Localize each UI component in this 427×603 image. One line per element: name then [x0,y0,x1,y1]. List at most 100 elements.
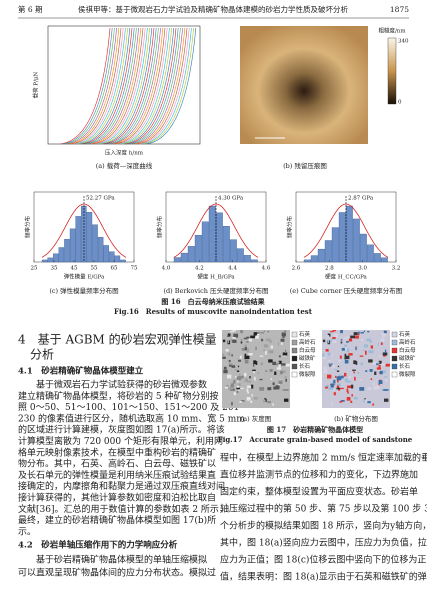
grain [240,375,244,379]
grain [231,365,236,368]
grain [278,360,282,364]
grain [244,372,247,377]
legend-swatch [291,339,298,346]
grain [233,333,239,338]
grain [372,361,377,366]
legend-label: 石英 [399,330,411,338]
grain [282,336,285,338]
grain [347,380,352,383]
grain [328,339,330,344]
grain [284,376,287,378]
grain [384,349,387,353]
grain [359,378,363,381]
grains [322,330,390,406]
text-line: 示。 [18,527,36,537]
x-tick-label: 4.4 [228,266,237,272]
grain [353,397,358,400]
grain [340,375,344,379]
histogram-bar [47,257,53,263]
grain [346,348,350,353]
grain [278,383,280,386]
text-line: 程中，在模型上边界施加 2 mm/s 恒定速率加载的垂 [220,452,427,464]
grain [329,331,335,333]
grain [276,367,282,370]
grain [244,359,249,364]
figure-caption: 图 16 白云母纳米压痕试验结果 [161,297,264,306]
grain [322,339,326,343]
grain [239,373,241,376]
text-line: 文献[36]。汇总的用于数值计算的参数如表 2 所示， [18,503,228,515]
grain [241,347,245,351]
grain [361,338,364,342]
grain [281,363,286,366]
histogram-bar [109,251,115,263]
text-line: 直位移并监测节点的位移和力的变化，下边界施加 [220,469,418,481]
text-line: 的区域进行计算建模，灰度图如图 17(a)所示。将该 [18,424,225,436]
grain [344,372,347,377]
grain [268,359,273,363]
grain [357,331,360,334]
histogram-bar [208,205,216,263]
grain [264,350,267,355]
grain [282,352,288,356]
x-tick-label: 55 [91,266,98,272]
grain [254,376,256,381]
grain [227,352,231,356]
x-tick-label: 45 [71,266,78,272]
x-tick-label: 65 [111,266,118,272]
grain [359,355,364,357]
legend-swatch [391,371,398,378]
grain [337,383,341,386]
caption: (b) 残留压痕图 [283,161,327,170]
curve [75,27,126,145]
curve [103,27,155,145]
legend-label: 石英 [299,330,311,338]
grain [382,336,385,338]
curve [90,27,142,145]
peak-label: 4.30 GPa [218,196,244,202]
grain [231,401,233,406]
text-line: 轴压缩过程中的第 50 步、第 75 步以及第 100 步 3 [220,503,427,515]
curve [99,27,150,145]
grain [344,359,349,364]
grain [378,364,381,368]
caption: (a) 灰度图 [241,414,272,423]
grain [348,338,353,342]
grain [246,397,251,401]
x-axis-label: 弹性模量 E/GPa [64,273,105,281]
grain [232,339,237,343]
y-axis-label: 频率分布 [156,216,164,239]
grain [247,380,252,383]
grain [365,370,368,372]
curve [114,27,166,145]
grain [340,341,343,344]
grain [272,382,275,386]
grain [353,332,357,336]
grain [222,353,225,357]
grain [355,361,358,365]
legend-label: 高岭石 [299,338,316,346]
x-tick-label: 75 [131,266,138,272]
grain [355,346,357,351]
curve [92,27,144,145]
grain [244,355,250,360]
histograms: 52.27 GPa 25 35 45 55 65 75 弹性模量 E/GPa 频率分布 (c) 弹… [24,191,403,295]
curve [125,27,177,145]
grain [283,398,289,402]
curve [84,27,135,145]
legend-label: 微裂隙 [299,370,316,378]
caption: (e) Cube corner 压头硬度频率分布图 [290,286,403,295]
grain [234,369,238,371]
grain [277,342,279,346]
legend-label: 长石 [399,362,411,370]
histogram-bar [373,253,381,263]
curve [88,27,139,145]
grain [253,397,258,400]
grain [263,330,265,333]
grain [335,375,337,378]
grain [263,399,265,403]
grain [232,337,236,339]
grain [254,335,259,339]
